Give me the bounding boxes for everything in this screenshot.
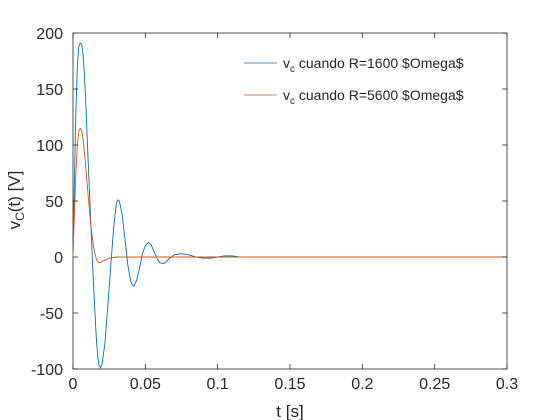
series-line-2 [72,127,507,264]
y-tick-label: 150 [36,82,63,99]
x-axis-label: t [s] [276,402,303,420]
y-tick-label: 50 [45,194,63,211]
series-line-1 [72,42,507,369]
legend-label-1: vc cuando R=1600 $Omega$ [283,55,464,75]
plot-area-frame [72,32,508,370]
x-tick-label: 0.05 [130,376,161,393]
y-tick-label: 0 [54,250,63,267]
x-tick-label: 0.1 [207,376,229,393]
y-tick-label: 100 [36,138,63,155]
axes-box [72,32,508,370]
x-tick-label: 0.25 [419,376,450,393]
y-axis-label: vC(t) [V] [5,171,27,230]
x-tick-label: 0.2 [351,376,373,393]
series-layer [72,42,507,369]
legend-label-2: vc cuando R=5600 $Omega$ [283,87,464,107]
y-tick-label: 200 [36,26,63,43]
x-tick-label: 0 [69,376,78,393]
legend: vc cuando R=1600 $Omega$ vc cuando R=560… [244,55,464,107]
y-tick-label: -100 [31,362,63,379]
x-tick-label: 0.3 [496,376,518,393]
x-tick-label: 0.15 [274,376,305,393]
ticks-layer: 0 0.05 0.1 0.15 0.2 0.25 0.3 -100 -50 0 50 100 150 20… [31,26,518,393]
y-tick-label: -50 [40,306,63,323]
